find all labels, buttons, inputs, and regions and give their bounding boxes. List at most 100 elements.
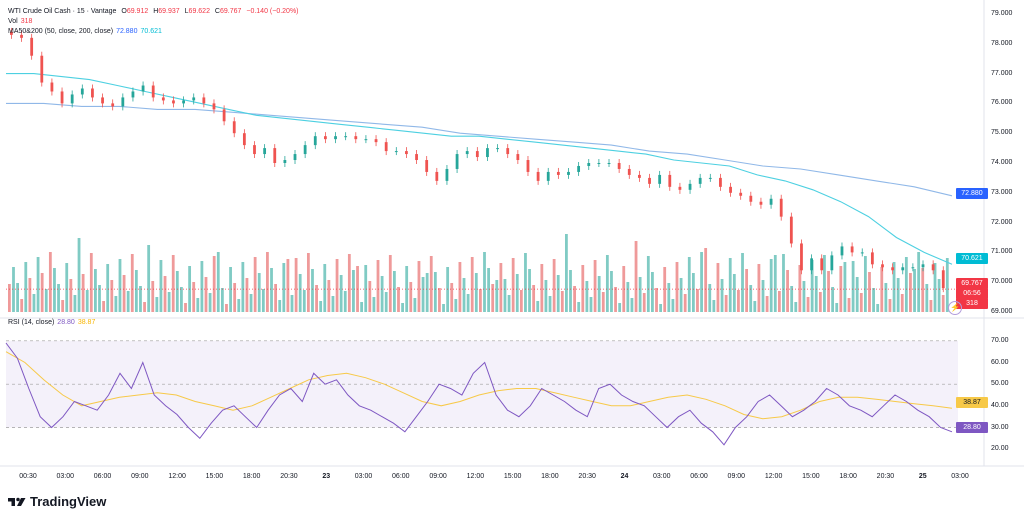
volume-bar	[253, 257, 257, 312]
volume-bar	[32, 294, 36, 312]
volume-bar	[40, 273, 44, 312]
volume-bar	[442, 304, 445, 312]
low-label: L	[184, 8, 189, 15]
volume-bar	[773, 255, 777, 312]
time-axis-label: 25	[918, 473, 927, 480]
price-axis-label: 69.000	[991, 308, 1013, 315]
candle	[354, 136, 358, 140]
volume-bar	[94, 269, 97, 312]
candle	[455, 154, 459, 169]
volume-bar	[540, 264, 544, 312]
volume-bar	[225, 304, 228, 312]
volume-bar	[536, 301, 540, 312]
candle	[435, 171, 439, 181]
close-label: C	[214, 8, 220, 15]
volume-bar	[167, 292, 171, 312]
candle	[688, 183, 692, 190]
volume-bar	[372, 297, 376, 312]
volume-bar	[479, 289, 482, 312]
rsi-axis-label: 30.00	[991, 423, 1009, 431]
volume-bar	[749, 285, 753, 312]
candle	[303, 145, 307, 155]
candle	[587, 163, 591, 166]
volume-bar	[720, 279, 724, 312]
candle	[20, 34, 23, 38]
candle	[749, 195, 753, 202]
volume-bar	[925, 284, 929, 312]
candle	[192, 97, 196, 101]
volume-bar	[855, 277, 859, 312]
candle	[638, 174, 641, 178]
time-axis-label: 23	[322, 473, 331, 480]
volume-bar	[659, 304, 663, 312]
candle	[121, 97, 125, 107]
ma50-price-tag: 70.621	[956, 253, 988, 264]
volume-bar	[851, 261, 855, 312]
volume-bar	[888, 299, 892, 312]
volume-bar	[155, 297, 159, 312]
candle	[526, 160, 530, 172]
volume-bar	[171, 255, 175, 312]
volume-bar	[425, 273, 429, 312]
tradingview-logo[interactable]: TradingView	[8, 494, 106, 509]
volume-bar	[876, 304, 880, 312]
volume-bar	[106, 264, 110, 312]
volume-bar	[507, 295, 511, 312]
volume-bar	[495, 280, 499, 312]
candle	[394, 151, 398, 153]
volume-bar	[69, 279, 73, 312]
volume-bar	[761, 280, 765, 312]
volume-bar	[581, 265, 585, 312]
candle	[516, 154, 520, 161]
volume-bar	[896, 278, 900, 312]
last-price-tag: 69.767	[956, 278, 988, 289]
candle	[769, 198, 773, 205]
volume-bar	[548, 296, 552, 312]
volume-bar	[266, 252, 269, 312]
volume-bar	[823, 255, 826, 312]
volume-bar	[880, 267, 884, 312]
candle	[648, 177, 651, 184]
candle	[263, 148, 267, 155]
candle	[475, 151, 479, 158]
rsi-axis-label: 50.00	[991, 380, 1009, 388]
volume-bar	[323, 264, 327, 312]
volume-bar	[159, 260, 163, 312]
volume-bar	[921, 268, 925, 312]
volume-bar	[700, 252, 703, 312]
volume-bar	[814, 276, 818, 312]
candle	[253, 145, 256, 155]
rsi-axis-label: 60.00	[991, 358, 1009, 366]
volume-bar	[417, 261, 421, 312]
volume-bar	[593, 260, 597, 312]
ma200-price-tag: 72.880	[956, 188, 988, 199]
volume-bar	[294, 258, 298, 312]
volume-bar	[900, 294, 904, 312]
candle	[789, 216, 793, 244]
candle	[779, 198, 783, 217]
time-axis-label: 00:30	[19, 473, 37, 480]
volume-bar	[364, 265, 368, 312]
time-axis-label: 12:00	[764, 473, 783, 480]
volume-bar	[610, 271, 613, 312]
candle	[445, 168, 449, 181]
volume-bar	[454, 299, 458, 312]
volume-bar	[745, 269, 749, 312]
volume-bar	[286, 259, 290, 312]
candle	[273, 148, 277, 163]
volume-bar	[491, 284, 495, 312]
lightning-icon[interactable]: ⚡	[948, 301, 962, 315]
candle	[50, 82, 54, 92]
volume-bar	[470, 257, 474, 312]
volume-bar	[724, 295, 728, 312]
volume-bar	[917, 252, 921, 312]
candle	[70, 94, 74, 104]
candle	[536, 171, 540, 181]
candle	[111, 103, 115, 107]
volume-bar	[909, 273, 912, 312]
volume-bar	[429, 256, 433, 312]
volume-bar	[261, 289, 265, 312]
candle	[729, 186, 732, 193]
candle	[313, 136, 317, 146]
